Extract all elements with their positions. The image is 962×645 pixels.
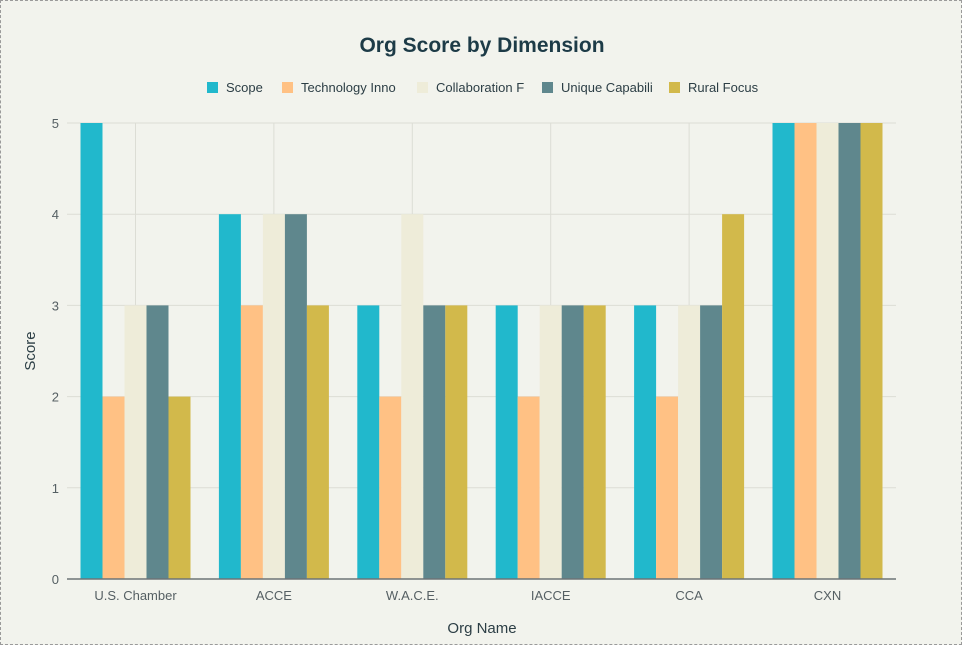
y-axis-ticks: 0 1 2 3 4 5 [52, 116, 59, 587]
bar-cxn-scope [772, 123, 795, 579]
bar-acce-collaboration-f [262, 214, 285, 579]
x-tick-label: W.A.C.E. [386, 588, 439, 603]
legend-label: Technology Inno [301, 80, 396, 95]
legend-item: Scope [207, 80, 263, 95]
bar-cxn-technology-inno [794, 123, 817, 579]
bar-cca-collaboration-f [678, 305, 701, 579]
bar-u-s-chamber-technology-inno [102, 396, 125, 579]
bar-u-s-chamber-unique-capabili [146, 305, 169, 579]
bar-w-a-c-e--scope [357, 305, 380, 579]
legend-swatch [207, 82, 218, 93]
x-tick-label: CCA [675, 588, 703, 603]
legend-item: Collaboration F [417, 80, 524, 95]
grid-lines [67, 122, 896, 579]
bar-w-a-c-e--rural-focus [445, 305, 468, 579]
y-tick-label: 4 [52, 207, 59, 222]
x-axis-ticks: U.S. Chamber ACCE W.A.C.E. IACCE CCA CXN [94, 588, 841, 603]
bar-iacce-unique-capabili [561, 305, 584, 579]
bar-w-a-c-e--unique-capabili [423, 305, 446, 579]
bar-cxn-collaboration-f [816, 123, 839, 579]
bar-acce-unique-capabili [284, 214, 307, 579]
bar-cca-rural-focus [722, 214, 745, 579]
legend-swatch [417, 82, 428, 93]
y-axis-title: Score [22, 331, 39, 370]
bar-u-s-chamber-rural-focus [168, 396, 191, 579]
legend-item: Rural Focus [669, 80, 759, 95]
bar-u-s-chamber-scope [80, 123, 103, 579]
bar-cca-unique-capabili [700, 305, 723, 579]
bar-cxn-rural-focus [860, 123, 883, 579]
bar-cca-scope [634, 305, 657, 579]
bar-w-a-c-e--technology-inno [379, 396, 402, 579]
bar-cxn-unique-capabili [838, 123, 861, 579]
bar-acce-scope [218, 214, 241, 579]
y-tick-label: 1 [52, 481, 59, 496]
legend-label: Unique Capabili [561, 80, 653, 95]
bar-iacce-collaboration-f [539, 305, 562, 579]
bar-acce-rural-focus [306, 305, 329, 579]
bar-iacce-rural-focus [583, 305, 606, 579]
legend: Scope Technology Inno Collaboration F Uniqu… [207, 80, 759, 95]
x-tick-label: ACCE [256, 588, 292, 603]
bar-iacce-scope [495, 305, 518, 579]
bar-cca-technology-inno [656, 396, 679, 579]
bar-acce-technology-inno [240, 305, 263, 579]
legend-item: Technology Inno [282, 80, 396, 95]
x-axis-title: Org Name [447, 620, 516, 637]
x-tick-label: U.S. Chamber [94, 588, 177, 603]
legend-label: Rural Focus [688, 80, 759, 95]
legend-swatch [282, 82, 293, 93]
legend-item: Unique Capabili [542, 80, 653, 95]
chart-title: Org Score by Dimension [359, 34, 604, 57]
y-tick-label: 5 [52, 116, 59, 131]
bar-u-s-chamber-collaboration-f [124, 305, 147, 579]
legend-swatch [542, 82, 553, 93]
legend-swatch [669, 82, 680, 93]
x-tick-label: CXN [814, 588, 841, 603]
y-tick-label: 0 [52, 572, 59, 587]
y-tick-label: 2 [52, 390, 59, 405]
bar-w-a-c-e--collaboration-f [401, 214, 424, 579]
bar-iacce-technology-inno [517, 396, 540, 579]
bars [80, 123, 883, 579]
y-tick-label: 3 [52, 298, 59, 313]
legend-label: Scope [226, 80, 263, 95]
x-tick-label: IACCE [531, 588, 571, 603]
legend-label: Collaboration F [436, 80, 524, 95]
